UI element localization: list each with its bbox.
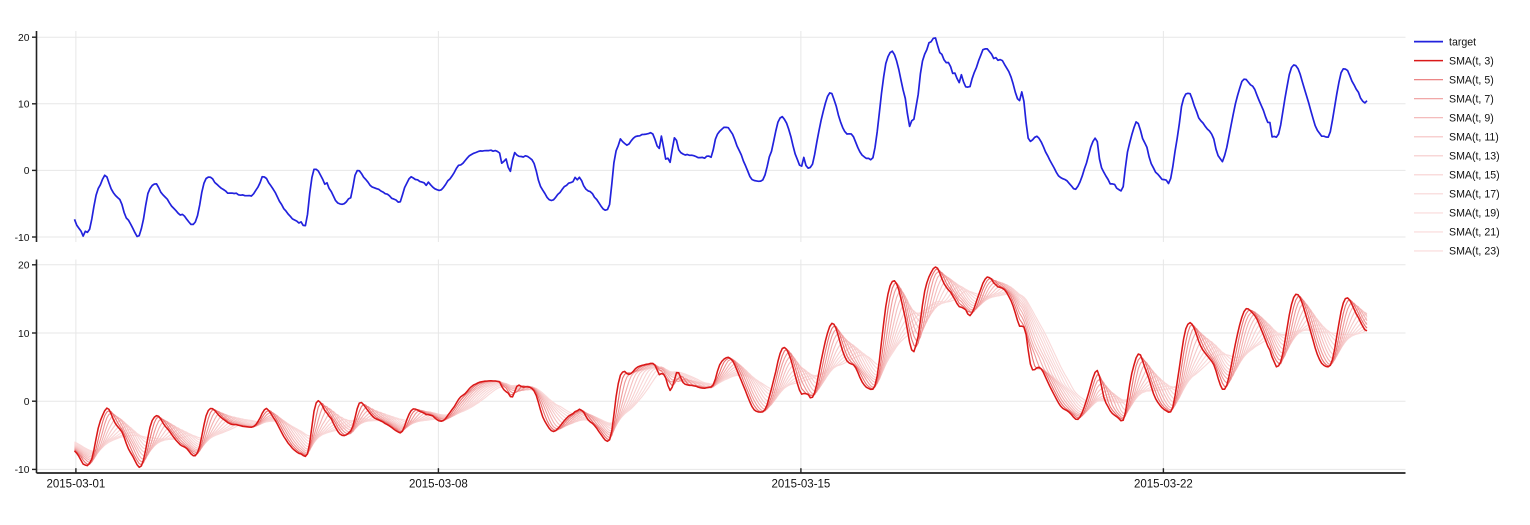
svg-text:SMA(t, 23): SMA(t, 23) bbox=[1449, 246, 1500, 258]
svg-text:SMA(t, 9): SMA(t, 9) bbox=[1449, 113, 1494, 125]
svg-text:SMA(t, 15): SMA(t, 15) bbox=[1449, 170, 1500, 182]
svg-text:SMA(t, 7): SMA(t, 7) bbox=[1449, 94, 1494, 106]
svg-text:SMA(t, 19): SMA(t, 19) bbox=[1449, 208, 1500, 220]
svg-text:10: 10 bbox=[18, 329, 30, 340]
svg-text:-10: -10 bbox=[15, 465, 30, 476]
svg-text:SMA(t, 3): SMA(t, 3) bbox=[1449, 55, 1494, 67]
svg-text:20: 20 bbox=[18, 261, 30, 272]
svg-text:SMA(t, 11): SMA(t, 11) bbox=[1449, 132, 1499, 144]
svg-text:0: 0 bbox=[24, 166, 30, 177]
svg-text:SMA(t, 13): SMA(t, 13) bbox=[1449, 151, 1500, 163]
svg-text:SMA(t, 21): SMA(t, 21) bbox=[1449, 227, 1500, 239]
svg-text:SMA(t, 5): SMA(t, 5) bbox=[1449, 75, 1494, 87]
svg-text:-10: -10 bbox=[15, 233, 30, 244]
svg-text:2015-03-01: 2015-03-01 bbox=[46, 479, 105, 491]
svg-text:10: 10 bbox=[18, 100, 30, 111]
svg-text:0: 0 bbox=[24, 397, 30, 408]
svg-text:2015-03-08: 2015-03-08 bbox=[409, 479, 468, 491]
svg-text:SMA(t, 17): SMA(t, 17) bbox=[1449, 189, 1500, 201]
svg-text:2015-03-22: 2015-03-22 bbox=[1134, 479, 1193, 491]
svg-text:target: target bbox=[1449, 36, 1476, 48]
svg-text:20: 20 bbox=[18, 33, 30, 44]
svg-text:2015-03-15: 2015-03-15 bbox=[771, 479, 830, 491]
